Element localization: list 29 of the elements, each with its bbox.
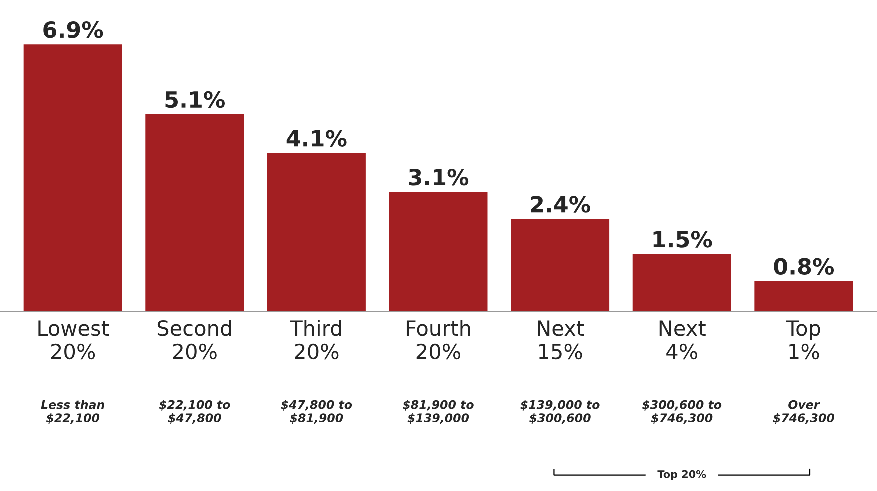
bar: [510, 218, 611, 312]
text: Over $746,300: [773, 400, 834, 424]
text: Top 20%: [658, 470, 706, 480]
data-label: 5.1%: [166, 91, 225, 108]
text: $22,100 to $47,800: [159, 400, 230, 424]
bar: [22, 43, 124, 312]
text: $47,800 to $81,900: [281, 400, 352, 424]
bar: [266, 152, 368, 312]
data-label: 1.5%: [654, 231, 712, 248]
bar: [753, 280, 855, 312]
bar: [388, 190, 490, 312]
data-label: 2.4%: [531, 196, 590, 213]
data-label: 0.8%: [774, 258, 834, 276]
bar: [631, 252, 733, 312]
x-tick-label: Next 4%: [660, 320, 706, 360]
data-label: 6.9%: [44, 21, 104, 38]
data-label: 3.1%: [409, 168, 469, 186]
x-tick-label: Next 15%: [538, 320, 584, 360]
text: $81,900 to $139,000: [403, 400, 474, 424]
x-tick-label: Lowest 20%: [38, 320, 110, 360]
text: $139,000 to $300,600: [520, 400, 600, 424]
text: $300,600 to $746,300: [642, 400, 722, 424]
x-tick-label: Top 1%: [786, 320, 820, 360]
bar: [144, 113, 246, 312]
data-label: 4.1%: [286, 130, 347, 147]
x-tick-label: Third 20%: [290, 320, 342, 360]
x-tick-label: Second 20%: [158, 320, 232, 360]
text: Less than $22,100: [41, 400, 104, 424]
x-tick-label: Fourth 20%: [406, 320, 470, 360]
